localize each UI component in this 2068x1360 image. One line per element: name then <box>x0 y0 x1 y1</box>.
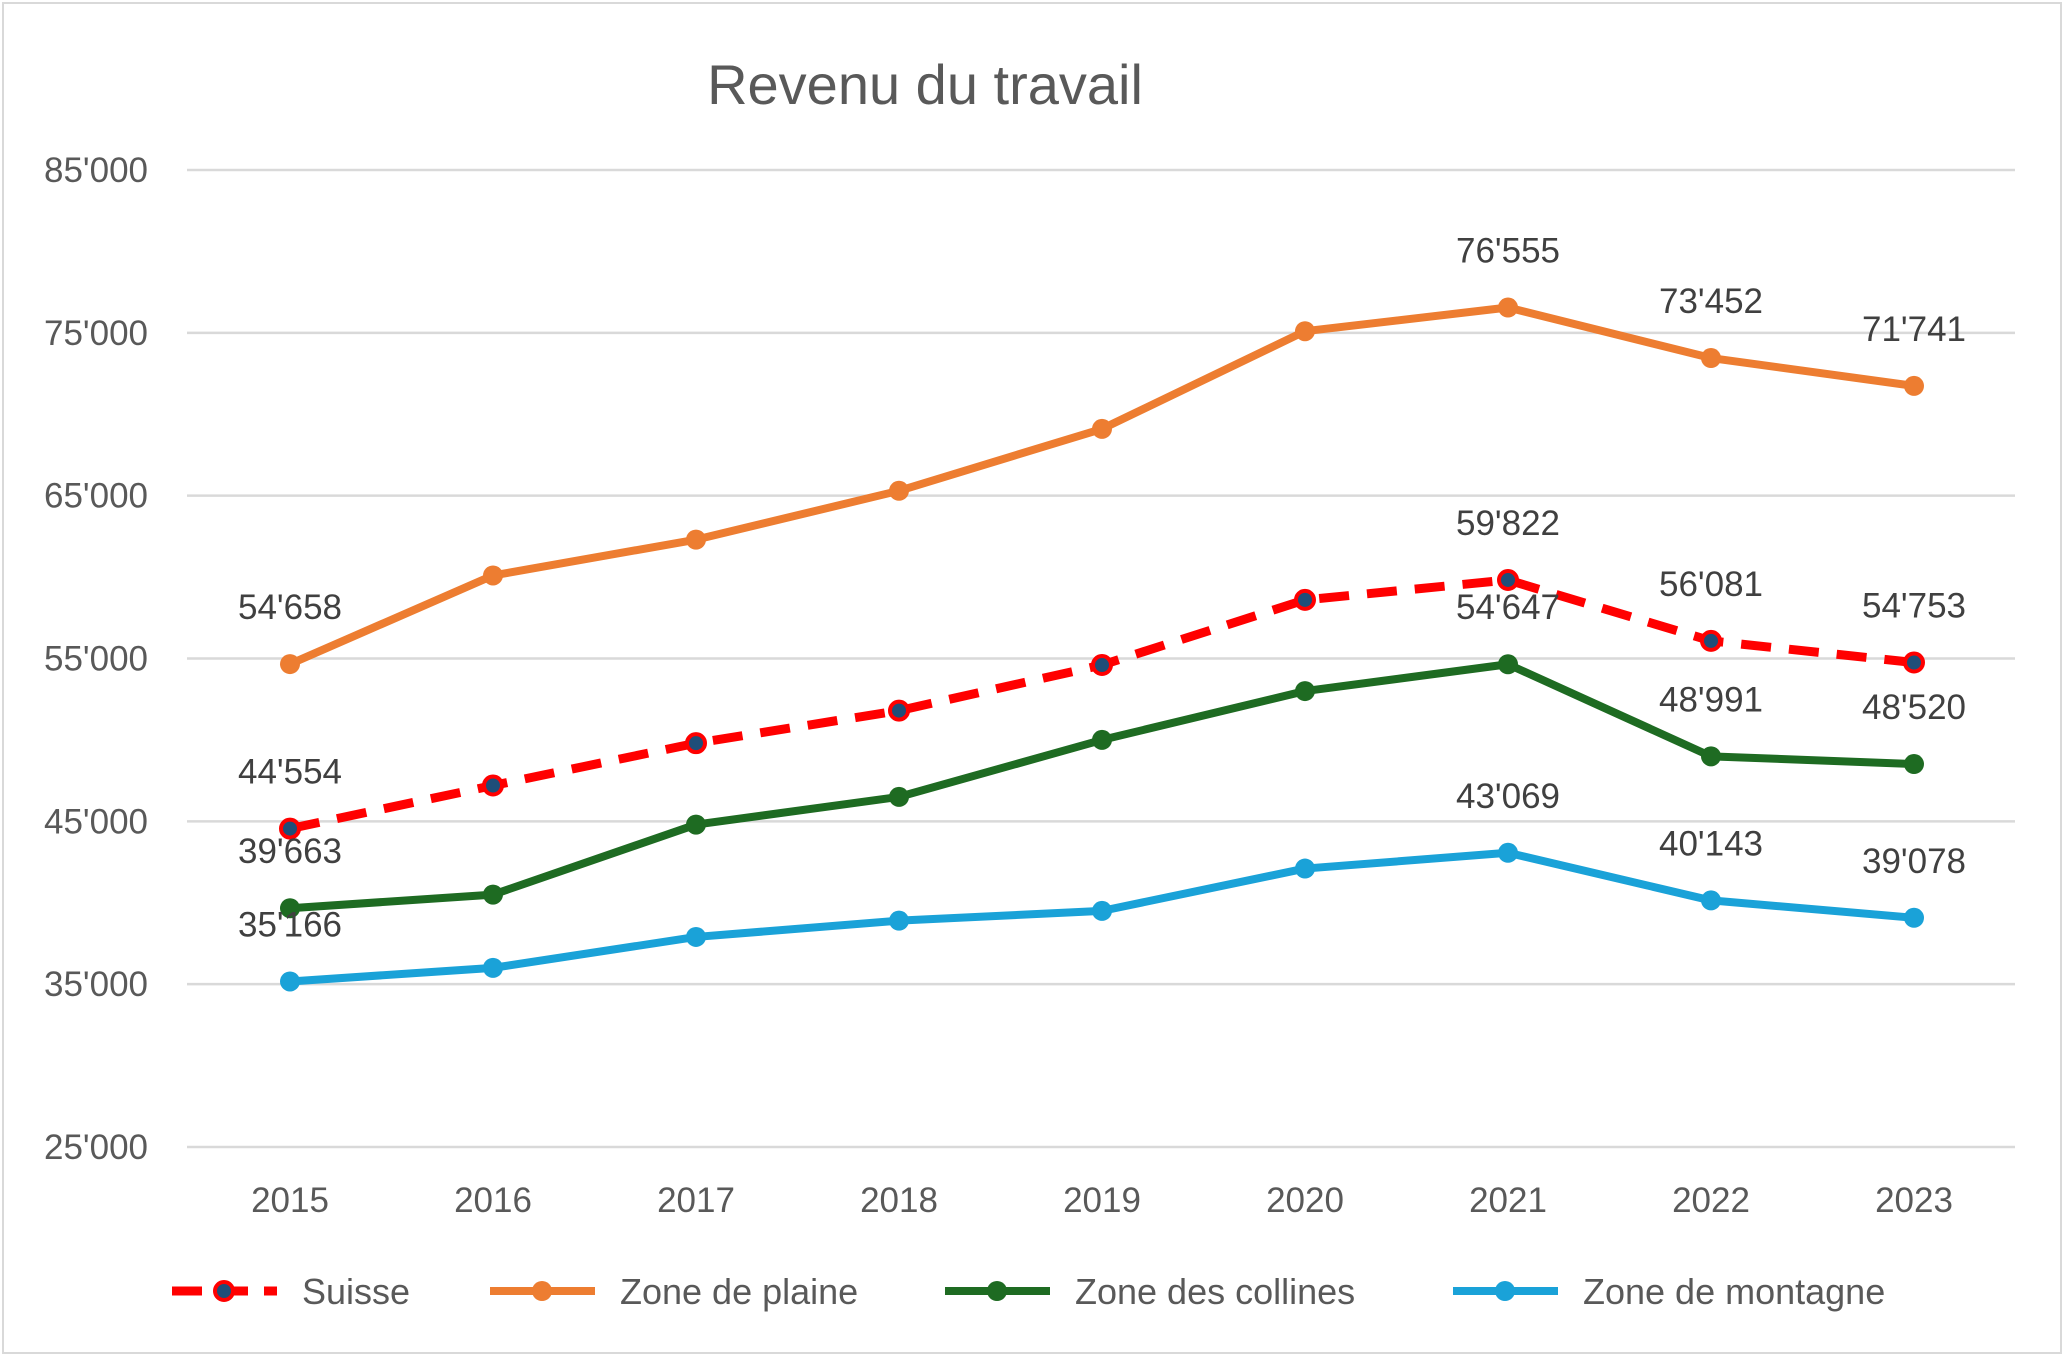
data-point <box>1092 900 1112 921</box>
y-tick-label: 75'000 <box>44 314 148 353</box>
data-label: 40'143 <box>1659 824 1763 863</box>
y-tick-label: 55'000 <box>44 640 148 679</box>
data-point <box>1295 681 1315 702</box>
legend-label: Suisse <box>302 1271 410 1312</box>
x-tick-label: 2021 <box>1469 1181 1547 1220</box>
data-label: 44'554 <box>238 753 342 792</box>
data-point <box>685 732 707 755</box>
y-axis-ticks: 25'000 35'000 45'000 55'000 65'000 75'000 85'0… <box>44 151 148 1167</box>
data-point <box>483 957 503 978</box>
legend-item: Zone de plaine <box>490 1271 858 1312</box>
x-tick-label: 2017 <box>657 1181 735 1220</box>
x-tick-label: 2019 <box>1063 1181 1141 1220</box>
data-label: 54'647 <box>1456 588 1560 627</box>
data-point <box>888 699 910 722</box>
x-tick-label: 2022 <box>1672 1181 1750 1220</box>
legend-label: Zone de plaine <box>620 1271 858 1312</box>
legend-marker <box>1495 1281 1515 1301</box>
series-zone-de-montagne <box>280 842 1924 992</box>
legend-marker <box>213 1280 235 1302</box>
x-tick-label: 2016 <box>454 1181 532 1220</box>
series-line <box>288 303 1915 668</box>
data-point <box>889 910 909 931</box>
data-point <box>889 786 909 807</box>
x-tick-label: 2015 <box>251 1181 329 1220</box>
data-label: 39'663 <box>238 832 342 871</box>
y-tick-label: 65'000 <box>44 477 148 516</box>
data-point <box>1092 729 1112 750</box>
data-point <box>1091 654 1113 677</box>
legend-label: Zone de montagne <box>1583 1271 1885 1312</box>
data-label: 76'555 <box>1456 232 1560 271</box>
chart-title: Revenu du travail <box>707 53 1143 116</box>
data-point <box>1904 907 1924 928</box>
series-zone-des-collines <box>280 654 1924 919</box>
data-label: 54'658 <box>238 588 342 627</box>
data-point <box>686 926 706 947</box>
data-label: 56'081 <box>1659 565 1763 604</box>
data-point <box>483 884 503 905</box>
y-tick-label: 45'000 <box>44 802 148 841</box>
data-point <box>1092 418 1112 439</box>
data-point <box>1497 568 1519 591</box>
data-point <box>1903 651 1925 674</box>
data-point <box>1701 890 1721 911</box>
y-tick-label: 35'000 <box>44 965 148 1004</box>
legend-marker <box>532 1281 552 1301</box>
data-label: 71'741 <box>1862 310 1966 349</box>
data-point <box>1701 746 1721 767</box>
x-axis-ticks: 2015 2016 2017 2018 2019 2020 2021 2022 2023 <box>251 1181 1953 1220</box>
data-point <box>1295 321 1315 342</box>
data-point <box>1700 629 1722 652</box>
data-point <box>483 565 503 586</box>
data-labels: 44'554 59'822 56'081 54'753 54'658 76'555 73'4… <box>238 232 1966 945</box>
y-tick-label: 25'000 <box>44 1128 148 1167</box>
legend-item: Zone des collines <box>945 1271 1355 1312</box>
series-zone-de-plaine <box>280 297 1924 675</box>
data-point <box>1498 654 1518 675</box>
legend-marker <box>987 1281 1007 1301</box>
legend: Suisse Zone de plaine Zone des collines Zon… <box>172 1271 1885 1312</box>
data-point <box>1701 348 1721 369</box>
data-point <box>1498 297 1518 318</box>
x-tick-label: 2018 <box>860 1181 938 1220</box>
data-point <box>1498 842 1518 863</box>
x-tick-label: 2020 <box>1266 1181 1344 1220</box>
data-point <box>686 814 706 835</box>
gridlines <box>187 168 2015 1149</box>
series-lines <box>279 297 1925 992</box>
data-point <box>1904 375 1924 396</box>
data-point <box>482 774 504 797</box>
data-point <box>1904 754 1924 775</box>
data-label: 59'822 <box>1456 504 1560 543</box>
data-label: 35'166 <box>238 905 342 944</box>
y-tick-label: 85'000 <box>44 151 148 190</box>
data-point <box>1295 858 1315 879</box>
data-point <box>280 654 300 675</box>
data-point <box>279 817 301 840</box>
data-point <box>889 480 909 501</box>
legend-label: Zone des collines <box>1075 1271 1355 1312</box>
data-point <box>280 971 300 992</box>
data-point <box>1294 588 1316 611</box>
data-point <box>280 898 300 919</box>
data-label: 48'991 <box>1659 680 1763 719</box>
data-point <box>686 529 706 550</box>
x-tick-label: 2023 <box>1875 1181 1953 1220</box>
legend-item: Zone de montagne <box>1453 1271 1885 1312</box>
data-label: 43'069 <box>1456 777 1560 816</box>
legend-item: Suisse <box>172 1271 410 1312</box>
data-label: 73'452 <box>1659 282 1763 321</box>
data-label: 48'520 <box>1862 688 1966 727</box>
series-suisse <box>279 568 1925 840</box>
data-label: 39'078 <box>1862 842 1966 881</box>
data-label: 54'753 <box>1862 587 1966 626</box>
